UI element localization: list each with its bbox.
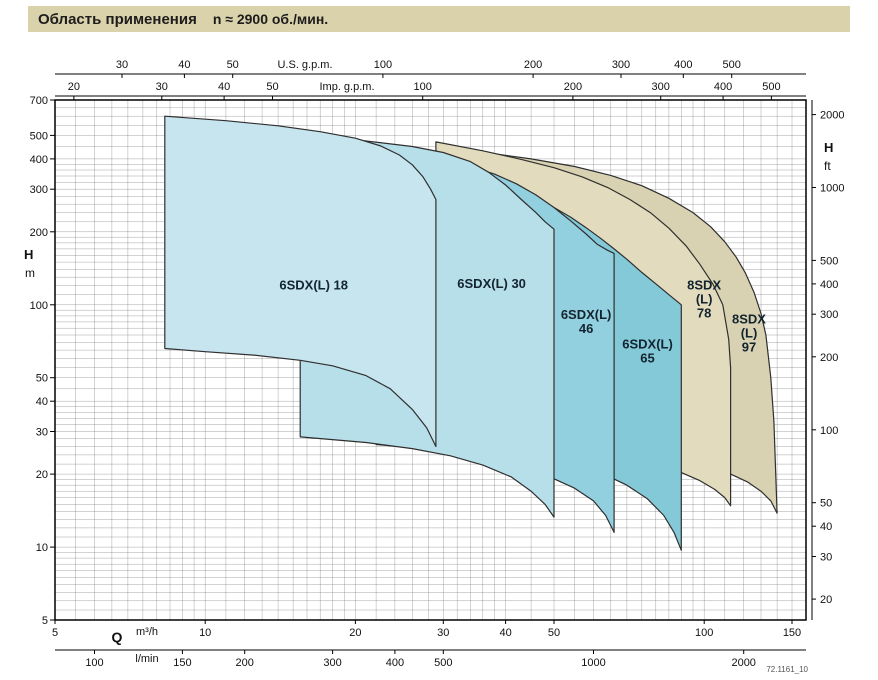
region-label-6sdx-65: 6SDX(L) 65 [622, 337, 673, 366]
page-title: Область применения [38, 11, 197, 28]
tick-label-usgpm: 400 [674, 59, 692, 71]
tick-label-hm: 100 [30, 300, 48, 312]
tick-label-hft: 1000 [820, 183, 844, 195]
tick-label-hft: 100 [820, 425, 838, 437]
tick-label-m3h: 5 [52, 627, 58, 639]
tick-label-usgpm: 300 [612, 59, 630, 71]
tick-label-m3h: 20 [349, 627, 361, 639]
page-subtitle: n ≈ 2900 об./мин. [212, 11, 329, 27]
drawing-code: 72.1161_10 [766, 665, 808, 674]
tick-label-lmin: 400 [386, 657, 404, 669]
tick-label-m3h: 10 [199, 627, 211, 639]
tick-label-hft: 200 [820, 352, 838, 364]
tick-label-lmin: 1000 [581, 657, 605, 669]
tick-label-hft: 30 [820, 552, 832, 564]
tick-label-impgpm: 20 [68, 81, 80, 93]
tick-label-usgpm: 500 [723, 59, 741, 71]
region-label-6sdx-18: 6SDX(L) 18 [279, 278, 348, 293]
region-label-6sdx-46: 6SDX(L) 46 [561, 307, 612, 336]
title-bar: Область применения n ≈ 2900 об./мин. [28, 6, 850, 32]
tick-label-hft: 400 [820, 279, 838, 291]
tick-label-hm: 40 [36, 396, 48, 408]
tick-label-hm: 700 [30, 95, 48, 107]
tick-label-hm: 50 [36, 373, 48, 385]
tick-label-hm: 10 [36, 542, 48, 554]
tick-label-m3h: 40 [499, 627, 511, 639]
tick-label-hm: 5 [42, 615, 48, 627]
tick-label-hm: 300 [30, 184, 48, 196]
axis-unit-m: m [25, 266, 35, 280]
tick-label-lmin: 300 [323, 657, 341, 669]
axis-name-h-right: H [824, 140, 833, 155]
tick-label-lmin: 200 [236, 657, 254, 669]
tick-label-hm: 200 [30, 227, 48, 239]
tick-label-hft: 50 [820, 498, 832, 510]
axis-name-impgpm: Imp. g.p.m. [319, 81, 374, 93]
tick-label-usgpm: 100 [374, 59, 392, 71]
tick-label-lmin: 500 [434, 657, 452, 669]
region-label-6sdx-30: 6SDX(L) 30 [457, 276, 526, 291]
tick-label-hft: 20 [820, 594, 832, 606]
axis-name-q: Q [112, 629, 123, 645]
region-6sdx-18 [164, 115, 437, 448]
tick-label-hm: 20 [36, 469, 48, 481]
tick-label-impgpm: 400 [714, 81, 732, 93]
tick-label-hm: 30 [36, 427, 48, 439]
tick-label-hft: 2000 [820, 110, 844, 122]
tick-label-lmin: 150 [173, 657, 191, 669]
region-label-8sdx-97: 8SDX (L) 97 [732, 312, 766, 355]
tick-label-hft: 300 [820, 309, 838, 321]
axis-unit-m3h: m³/h [136, 626, 158, 638]
axis-unit-ft: ft [824, 159, 831, 173]
tick-label-impgpm: 300 [652, 81, 670, 93]
tick-label-m3h: 150 [783, 627, 801, 639]
axis-unit-lmin: l/min [135, 653, 158, 665]
tick-label-m3h: 30 [437, 627, 449, 639]
tick-label-lmin: 100 [85, 657, 103, 669]
tick-label-impgpm: 30 [156, 81, 168, 93]
tick-label-hft: 500 [820, 255, 838, 267]
tick-label-usgpm: 50 [227, 59, 239, 71]
plot-frame [54, 99, 807, 621]
tick-label-impgpm: 500 [762, 81, 780, 93]
tick-label-impgpm: 50 [266, 81, 278, 93]
tick-label-m3h: 50 [548, 627, 560, 639]
tick-label-hm: 500 [30, 130, 48, 142]
tick-label-usgpm: 200 [524, 59, 542, 71]
tick-label-impgpm: 200 [564, 81, 582, 93]
tick-label-hm: 400 [30, 154, 48, 166]
region-label-8sdx-78: 8SDX (L) 78 [687, 278, 721, 321]
application-range-chart: 8SDX (L) 97 8SDX (L) 78 6SDX(L) 65 6SDX(L) 46 6SDX… [24, 59, 844, 669]
tick-label-lmin: 2000 [731, 657, 755, 669]
tick-label-usgpm: 30 [116, 59, 128, 71]
axis-name-h-left: H [24, 247, 33, 262]
tick-label-usgpm: 40 [178, 59, 190, 71]
axis-name-usgpm: U.S. g.p.m. [277, 59, 332, 71]
tick-label-impgpm: 100 [414, 81, 432, 93]
tick-label-m3h: 100 [695, 627, 713, 639]
tick-label-hft: 40 [820, 521, 832, 533]
tick-label-impgpm: 40 [218, 81, 230, 93]
